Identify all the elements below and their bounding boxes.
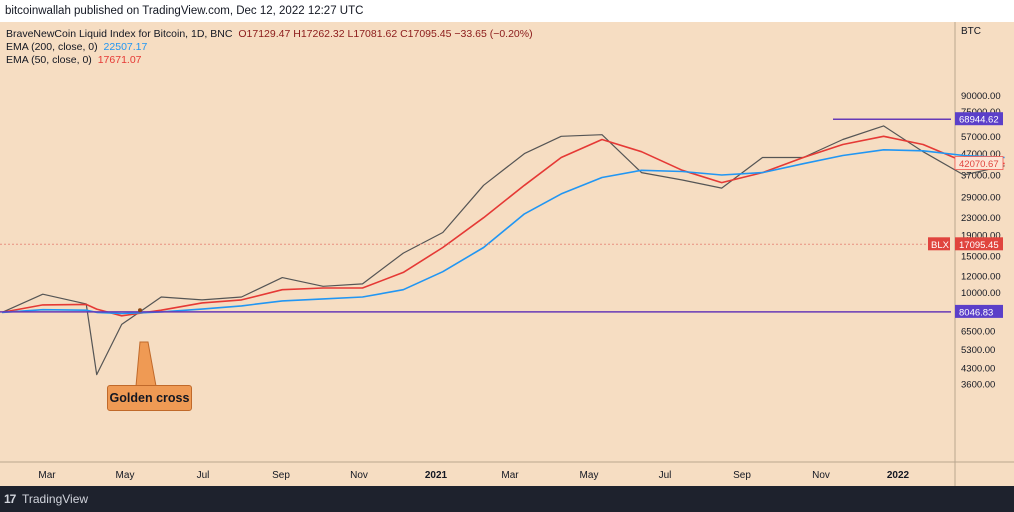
ema200-line[interactable] [1, 149, 1005, 315]
time-tick-label: 2021 [425, 470, 448, 481]
legend-ema200-value: 22507.17 [103, 41, 148, 53]
time-tick-label: May [116, 470, 135, 481]
tradingview-logo-icon: 17 [4, 492, 16, 506]
legend-symbol-row: BraveNewCoin Liquid Index for Bitcoin, 1… [6, 28, 533, 40]
price-tick-label: 12000.00 [961, 272, 1001, 283]
time-tick-label: Nov [812, 470, 830, 481]
price-tick-label: 90000.00 [961, 91, 1001, 102]
price-tick-label: 19000.00 [961, 230, 1001, 241]
current-price-tag-bg [955, 237, 1003, 251]
ema50-line[interactable] [1, 135, 1005, 317]
legend-ema200-label: EMA (200, close, 0) [6, 41, 98, 53]
price-tick-label: 10000.00 [961, 288, 1001, 299]
ath-price-tag-bg [955, 112, 1003, 126]
price-chart[interactable]: BTC90000.0075000.0057000.0047000.0037000… [0, 22, 1014, 486]
golden-cross-marker [138, 308, 142, 313]
chart-background [0, 22, 1014, 486]
golden-cross-callout: Golden cross [107, 385, 192, 411]
price-tick-label: 5300.00 [961, 345, 995, 356]
time-tick-label: Mar [38, 470, 56, 481]
price-tick-label: 29000.00 [961, 192, 1001, 203]
price-tick-label: 37000.00 [961, 171, 1001, 182]
price-tick-label: 23000.00 [961, 213, 1001, 224]
price-tick-label: 15000.00 [961, 252, 1001, 263]
price-tick-label: 3600.00 [961, 380, 995, 391]
price-tick-label: 6500.00 [961, 327, 995, 338]
time-tick-label: Jul [197, 470, 210, 481]
ath-price-tag: 68944.62 [959, 115, 999, 126]
legend-ema50-label: EMA (50, close, 0) [6, 54, 92, 66]
published-text: bitcoinwallah published on TradingView.c… [5, 5, 364, 17]
time-tick-label: May [580, 470, 599, 481]
tradingview-brand: TradingView [22, 492, 89, 506]
price-tick-label: 4300.00 [961, 364, 995, 375]
time-tick-label: Nov [350, 470, 368, 481]
legend-symbol: BraveNewCoin Liquid Index for Bitcoin, 1… [6, 28, 233, 40]
price-tick-label: 57000.00 [961, 132, 1001, 143]
legend-ohlc: O17129.47 H17262.32 L17081.62 C17095.45 … [238, 28, 533, 40]
time-tick-label: 2022 [887, 470, 910, 481]
time-tick-label: Jul [659, 470, 672, 481]
last-price-tag-bg [954, 156, 1004, 170]
header-bar: bitcoinwallah published on TradingView.c… [0, 0, 1014, 23]
time-tick-label: Mar [501, 470, 519, 481]
blx-tag-bg [928, 237, 950, 251]
legend-ema50-row[interactable]: EMA (50, close, 0) 17671.07 [6, 54, 142, 66]
chart-area[interactable]: BTC90000.0075000.0057000.0047000.0037000… [0, 22, 1014, 486]
last-price-tag: 42070.67 [959, 159, 999, 170]
support-price-tag-bg [955, 304, 1003, 318]
blx-tag-label: BLX [931, 240, 950, 251]
footer-bar: 17 TradingView [0, 486, 1014, 512]
time-tick-label: Sep [272, 470, 290, 481]
legend-ema200-row[interactable]: EMA (200, close, 0) 22507.17 [6, 41, 147, 53]
support-price-tag: 8046.83 [959, 307, 993, 318]
current-price-tag: 17095.45 [959, 240, 999, 251]
time-tick-label: Sep [733, 470, 751, 481]
price-axis-unit-label: BTC [961, 26, 981, 37]
legend-ema50-value: 17671.07 [97, 54, 142, 66]
price-tick-label: 47000.00 [961, 149, 1001, 160]
price-series-line[interactable] [1, 125, 1005, 376]
